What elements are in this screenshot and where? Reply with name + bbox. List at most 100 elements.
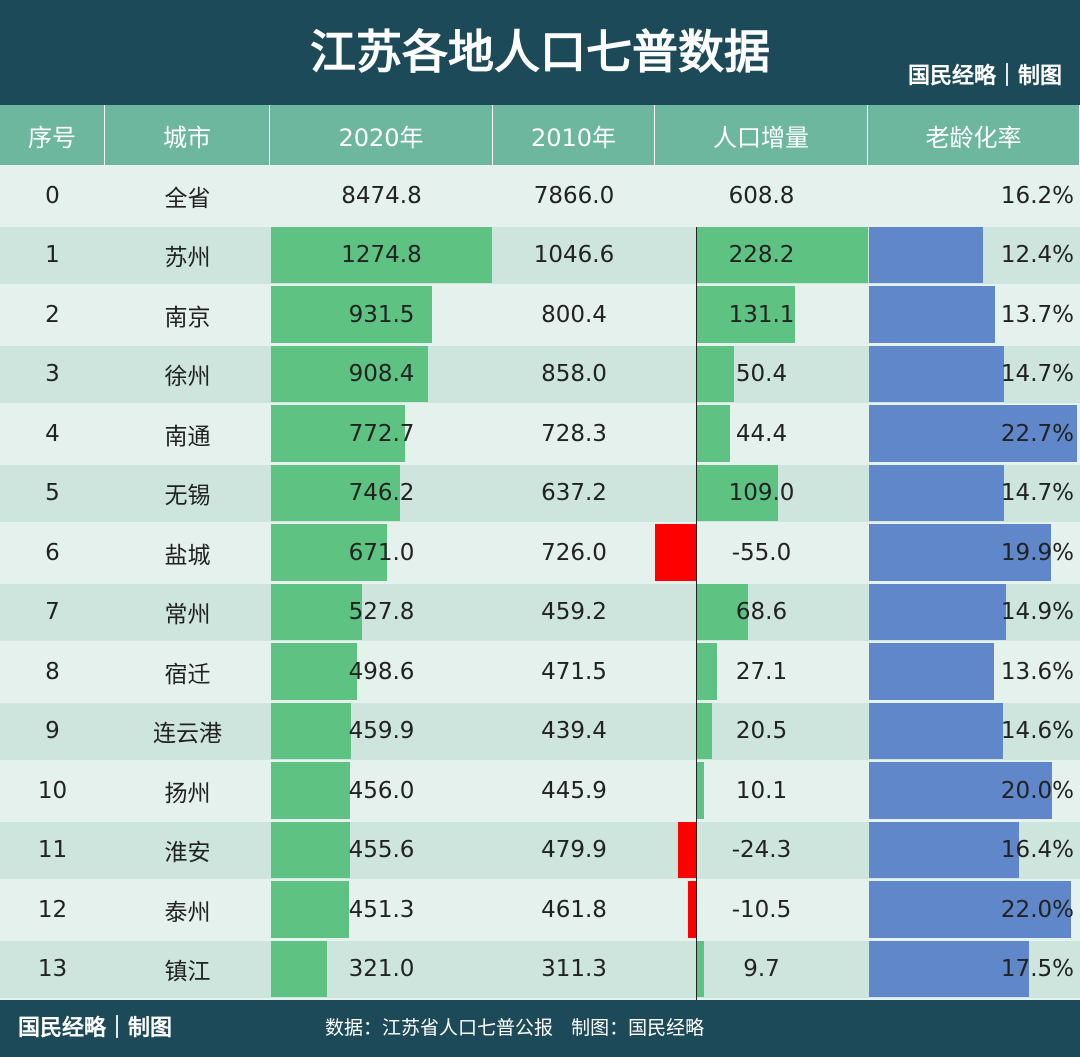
bar-increase xyxy=(696,643,717,700)
table-cell: 8474.8 xyxy=(341,182,422,209)
bar-2020 xyxy=(271,286,433,343)
bar-aging xyxy=(869,643,994,700)
column-header: 老龄化率 xyxy=(868,105,1080,165)
table-cell: 6 xyxy=(45,539,60,566)
table-cell: 14.7% xyxy=(1000,480,1074,507)
table-cell: 68.6 xyxy=(735,599,788,626)
table-cell: 728.3 xyxy=(541,420,607,447)
bar-increase xyxy=(696,583,748,640)
column-header: 序号 xyxy=(0,105,105,165)
table-cell: 931.5 xyxy=(348,301,415,328)
bar-increase xyxy=(696,345,735,402)
bar-increase xyxy=(678,821,697,878)
table-cell: 131.1 xyxy=(728,301,795,328)
bar-2020 xyxy=(271,583,363,640)
table-cell: 8 xyxy=(45,658,60,685)
bar-aging xyxy=(869,524,1052,581)
table-cell: 2 xyxy=(45,301,60,328)
table-cell: 淮安 xyxy=(164,840,211,867)
bar-2020 xyxy=(271,464,401,521)
table-cell: 908.4 xyxy=(348,361,415,388)
table-cell: 3 xyxy=(45,361,60,388)
table-cell: 637.2 xyxy=(541,480,607,507)
bar-2020 xyxy=(271,405,405,462)
table-cell: 451.3 xyxy=(348,896,415,923)
bar-aging xyxy=(869,940,1030,997)
table-cell: 439.4 xyxy=(541,718,607,745)
table-cell: 南通 xyxy=(164,423,211,450)
bar-aging xyxy=(869,345,1004,402)
bar-aging xyxy=(869,702,1003,759)
column-header: 2020年 xyxy=(270,105,493,165)
bar-2020 xyxy=(271,762,351,819)
table-cell: 311.3 xyxy=(541,956,607,983)
table-cell: 671.0 xyxy=(348,539,415,566)
table-cell: 228.2 xyxy=(728,242,795,269)
table-cell: 扬州 xyxy=(164,780,211,807)
table-cell: 19.9% xyxy=(1000,539,1074,566)
table-cell: 1 xyxy=(45,242,60,269)
bar-2020 xyxy=(271,643,358,700)
bar-2020 xyxy=(271,345,429,402)
table-cell: 13.6% xyxy=(1000,658,1074,685)
table-cell: 镇江 xyxy=(164,959,211,986)
table-cell: 22.0% xyxy=(1000,896,1074,923)
bar-2020 xyxy=(271,524,388,581)
table-cell: 527.8 xyxy=(348,599,415,626)
table-cell: 1274.8 xyxy=(341,242,422,269)
bar-increase xyxy=(655,524,697,581)
bar-aging xyxy=(869,821,1020,878)
title: 江苏各地人口七普数据 xyxy=(310,25,770,79)
brand: 国民经略｜制图 xyxy=(907,64,1062,89)
table-cell: 16.4% xyxy=(1000,837,1074,864)
table-cell: 16.2% xyxy=(1000,182,1074,209)
table-cell: 50.4 xyxy=(735,361,788,388)
bar-2020 xyxy=(271,226,492,283)
bar-2020 xyxy=(271,940,327,997)
bar-increase xyxy=(696,702,712,759)
table-cell: 498.6 xyxy=(348,658,415,685)
bar-increase xyxy=(696,286,795,343)
table-cell: 1046.6 xyxy=(533,242,615,269)
footer-band xyxy=(0,1000,1080,1057)
bar-aging xyxy=(869,583,1006,640)
table-cell: 772.7 xyxy=(348,420,415,447)
bar-2020 xyxy=(271,821,350,878)
table-cell: 0 xyxy=(45,182,60,209)
table-cell: 7866.0 xyxy=(533,182,615,209)
bar-increase xyxy=(696,405,730,462)
table-cell: 321.0 xyxy=(348,956,415,983)
table-cell: 20.0% xyxy=(1000,777,1074,804)
bar-increase xyxy=(696,226,868,283)
row-band xyxy=(0,167,1080,225)
bar-aging xyxy=(869,762,1053,819)
table-cell: 盐城 xyxy=(164,542,211,569)
axis-line xyxy=(696,226,698,1000)
table-cell: 20.5 xyxy=(735,718,788,745)
table-cell: 14.6% xyxy=(1000,718,1074,745)
table-cell: 泰州 xyxy=(164,899,211,926)
table-cell: 27.1 xyxy=(735,658,788,685)
table-cell: 4 xyxy=(45,420,60,447)
column-header: 人口增量 xyxy=(655,105,868,165)
table-cell: 无锡 xyxy=(164,483,211,510)
table-cell: 459.9 xyxy=(348,718,415,745)
table-cell: 13.7% xyxy=(1000,301,1074,328)
table-cell: 7 xyxy=(45,599,60,626)
bar-increase xyxy=(696,940,704,997)
table-cell: -10.5 xyxy=(731,896,792,923)
bar-increase xyxy=(696,464,779,521)
table-cell: -24.3 xyxy=(731,837,792,864)
table-cell: 常州 xyxy=(164,602,211,629)
table-cell: 14.7% xyxy=(1000,361,1074,388)
footer-source: 数据：江苏省人口七普公报 制图：国民经略 xyxy=(325,1017,705,1039)
table-cell: 800.4 xyxy=(541,301,607,328)
bar-increase xyxy=(688,881,697,938)
table-cell: 726.0 xyxy=(541,539,607,566)
table-cell: 13 xyxy=(37,956,68,983)
table-cell: 10.1 xyxy=(735,777,788,804)
table-cell: 608.8 xyxy=(728,182,795,209)
bar-aging xyxy=(869,464,1004,521)
table-cell: 9.7 xyxy=(743,956,780,983)
